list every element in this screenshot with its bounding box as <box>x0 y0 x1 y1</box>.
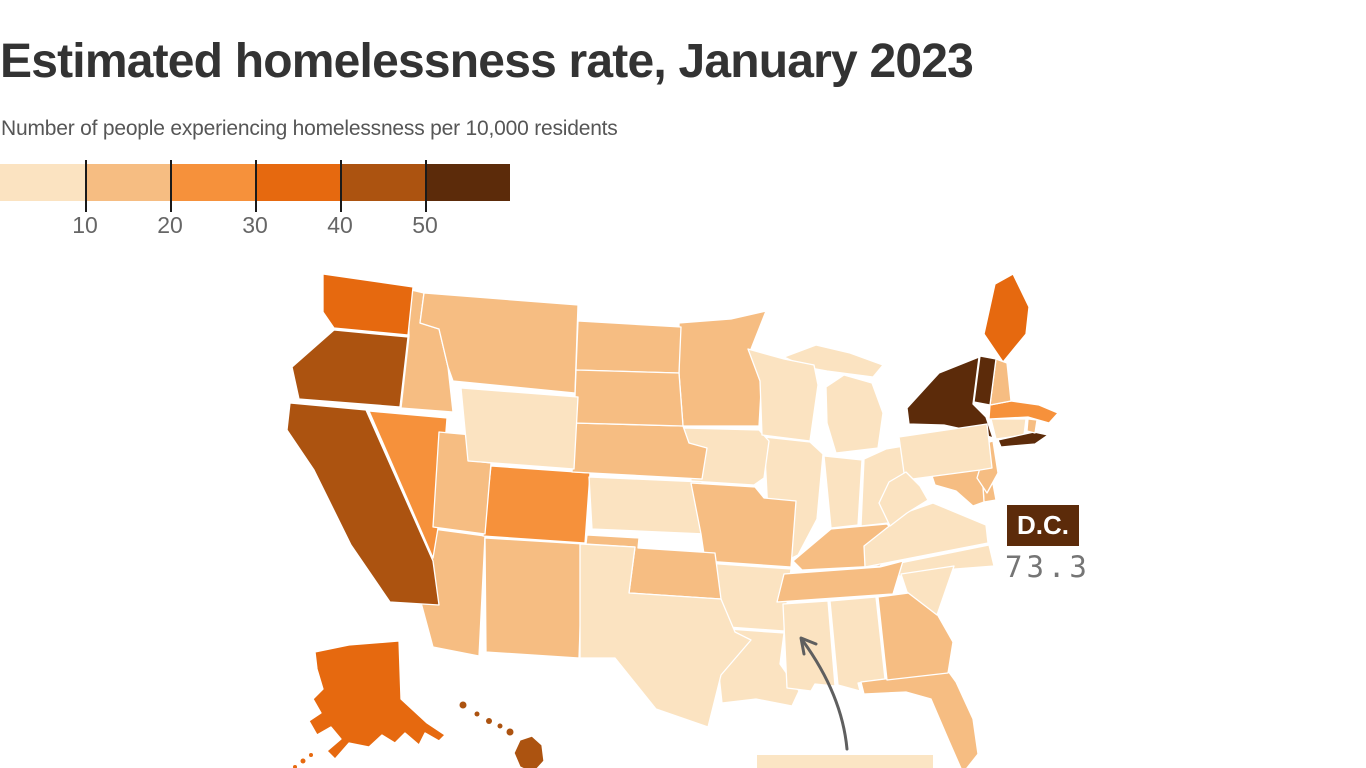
legend-segment-1 <box>85 164 170 201</box>
state-HI-island[interactable] <box>497 723 503 729</box>
state-MS[interactable]: Mississippi: 3.3 <box>782 600 836 692</box>
state-MN[interactable]: Minnesota: 14.7 <box>678 310 767 427</box>
color-legend: 10 20 30 40 50 <box>0 160 560 250</box>
state-RI[interactable]: Rhode Island: 16.5 <box>1026 418 1038 434</box>
state-NY[interactable]: New York: 52.4 <box>997 431 1049 448</box>
state-CO[interactable]: Colorado: 24.7 <box>482 465 591 544</box>
dc-callout-label: D.C. <box>1017 510 1069 540</box>
legend-segment-0 <box>0 164 85 201</box>
state-AK-island[interactable] <box>300 758 306 764</box>
dc-callout-value: 73.3 <box>1005 550 1091 584</box>
legend-tick <box>255 160 257 212</box>
state-CA[interactable]: California: 46.5 <box>287 402 440 606</box>
state-NM[interactable]: New Mexico: 12.1 <box>484 537 584 659</box>
legend-tick <box>170 160 172 212</box>
state-IN[interactable]: Indiana: 8 <box>823 455 863 529</box>
state-AK-island[interactable] <box>293 765 297 768</box>
state-WI[interactable]: Wisconsin: 8.2 <box>747 348 819 442</box>
state-GA[interactable]: Georgia: 16 <box>877 590 954 681</box>
us-choropleth-map: Alabama: 6.4Alaska: 35.7Arizona: 19.3Ark… <box>287 273 1059 768</box>
state-TX[interactable]: Texas: 9.1 <box>579 543 752 728</box>
state-VT[interactable]: Vermont: 50.9 <box>973 355 997 406</box>
legend-tick-label: 20 <box>157 212 183 238</box>
state-FL[interactable]: Florida: 13.8 <box>860 670 979 768</box>
state-HI-island[interactable] <box>486 718 492 724</box>
legend-tick <box>340 160 342 212</box>
legend-tick <box>85 160 87 212</box>
state-MT[interactable]: Montana: 15 <box>419 292 579 394</box>
state-WV[interactable]: West Virginia: 8 <box>878 471 929 527</box>
state-WY[interactable]: Wyoming: 9.3 <box>460 387 579 470</box>
legend-segment-5 <box>425 164 510 201</box>
state-AL[interactable]: Alabama: 6.4 <box>829 596 886 692</box>
state-AK-island[interactable] <box>309 753 313 757</box>
state-HI-island[interactable] <box>459 701 467 709</box>
page-title: Estimated homelessness rate, January 202… <box>0 35 974 89</box>
state-TN[interactable]: Tennessee: 13.1 <box>776 560 904 603</box>
state-MA[interactable]: Massachusetts: 27.4 <box>988 400 1059 424</box>
state-SC[interactable]: South Carolina: 7.4 <box>900 565 955 616</box>
legend-tick-label: 40 <box>327 212 353 238</box>
state-ME[interactable]: Maine: 30.7 <box>983 273 1030 363</box>
state-HI-island[interactable] <box>474 711 480 717</box>
page-subtitle: Number of people experiencing homelessne… <box>1 117 618 140</box>
legend-segment-4 <box>340 164 425 201</box>
state-OR[interactable]: Oregon: 47.5 <box>291 329 409 408</box>
state-KS[interactable]: Kansas: 9 <box>588 476 707 535</box>
state-ND[interactable]: North Dakota: 12 <box>575 320 682 374</box>
legend-tick <box>425 160 427 212</box>
legend-tick-label: 30 <box>242 212 268 238</box>
legend-tick-label: 10 <box>72 212 98 238</box>
state-NY[interactable]: New York: 52.4 <box>906 356 994 439</box>
state-AK[interactable]: Alaska: 35.7 <box>308 640 446 760</box>
state-HI[interactable]: Hawaii: 43.2 <box>513 735 545 768</box>
dc-callout-box: D.C. <box>1007 505 1079 546</box>
legend-segment-3 <box>255 164 340 201</box>
legend-segment-2 <box>170 164 255 201</box>
legend-color-bar <box>0 164 510 201</box>
state-SD[interactable]: South Dakota: 14.1 <box>573 369 684 427</box>
mississippi-callout-box: Mississippi <box>757 755 933 768</box>
state-HI-island[interactable] <box>506 728 514 736</box>
legend-tick-label: 50 <box>412 212 438 238</box>
state-WA[interactable]: Washington: 36 <box>322 273 414 336</box>
state-MI[interactable]: Michigan: 8.2 <box>825 374 884 454</box>
state-MO[interactable]: Missouri: 11.4 <box>690 482 797 568</box>
mississippi-callout-label: Mississippi <box>772 764 918 768</box>
